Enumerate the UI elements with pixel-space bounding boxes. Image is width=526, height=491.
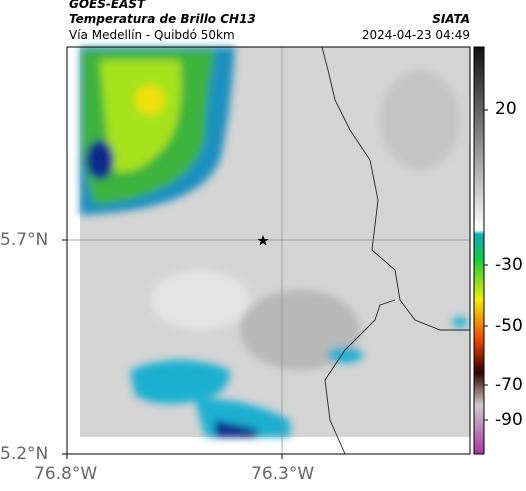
colorbar-label: -70 [495,375,523,395]
lat-label: 5.2°N [0,444,49,464]
colorbar-label: -30 [495,255,523,275]
subtitle: Vía Medellín - Quibdó 50km [69,28,235,42]
coastline [321,46,470,455]
source: GOES-EAST [69,0,146,11]
colorbar-label: 20 [495,99,517,119]
colorbar-label: -90 [495,410,523,430]
lon-label: 76.3°W [251,464,315,484]
title: Temperatura de Brillo CH13 [69,12,256,26]
lat-label: 5.7°N [0,230,49,250]
timestamp: 2024-04-23 04:49 [361,28,470,42]
location-marker [257,235,269,246]
brand: SIATA [432,12,470,26]
colorbar-label: -50 [495,316,523,336]
clouds [80,47,468,437]
map-border [66,46,471,455]
colorbar [473,46,485,455]
lon-label: 76.8°W [34,464,98,484]
